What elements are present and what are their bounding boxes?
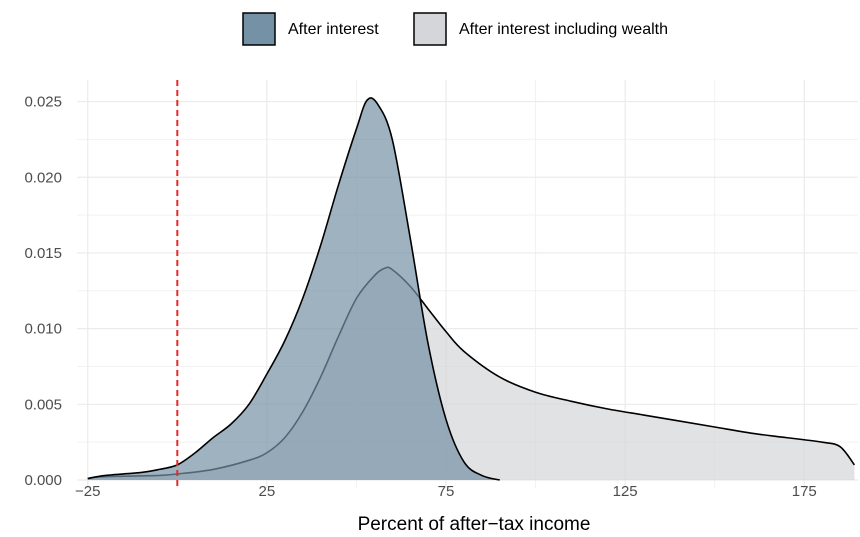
y-tick-label: 0.020 xyxy=(24,169,62,186)
area-after-interest xyxy=(87,97,500,480)
x-tick-label: 175 xyxy=(792,483,817,500)
area-after-interest-including-wealth xyxy=(87,267,855,480)
y-axis-tick-labels: 0.000 0.005 0.010 0.015 0.020 0.025 xyxy=(24,94,62,489)
x-tick-label: 75 xyxy=(438,483,455,500)
x-tick-label: 25 xyxy=(259,483,276,500)
x-tick-label: −25 xyxy=(75,483,100,500)
y-tick-label: 0.015 xyxy=(24,245,62,262)
legend: After interest After interest including w… xyxy=(242,12,668,46)
x-tick-label: 125 xyxy=(613,483,638,500)
legend-key-after-interest xyxy=(242,12,276,46)
y-tick-label: 0.005 xyxy=(24,396,62,413)
legend-label-after-interest-including-wealth: After interest including wealth xyxy=(459,21,668,38)
y-tick-label: 0.000 xyxy=(24,472,62,489)
y-tick-label: 0.025 xyxy=(24,94,62,111)
legend-key-after-interest-including-wealth xyxy=(413,12,447,46)
legend-label-after-interest: After interest xyxy=(288,21,379,38)
x-axis-title: Percent of after−tax income xyxy=(358,514,591,535)
x-axis-tick-labels: −25 25 75 125 175 xyxy=(75,483,817,500)
density-areas xyxy=(87,97,856,481)
y-tick-label: 0.010 xyxy=(24,321,62,338)
